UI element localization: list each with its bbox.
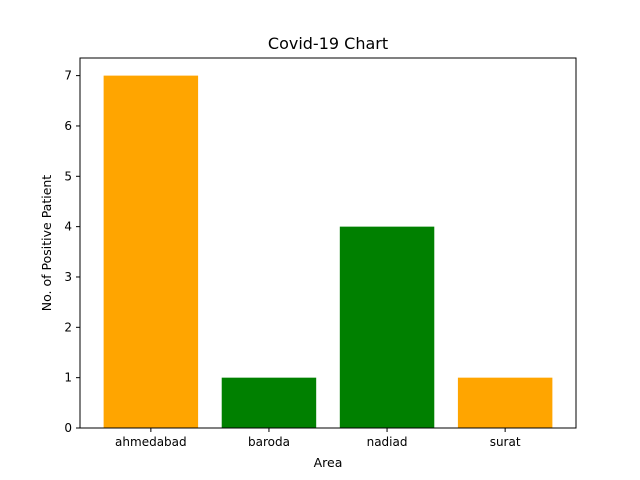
- bar-ahmedabad: [103, 75, 199, 428]
- x-tick-label: baroda: [248, 435, 290, 449]
- x-tick-label: ahmedabad: [115, 435, 187, 449]
- x-axis-label: Area: [314, 455, 343, 470]
- y-tick-label: 4: [64, 220, 72, 234]
- y-tick-label: 0: [64, 421, 72, 435]
- x-tick-label: nadiad: [367, 435, 408, 449]
- chart-title: Covid-19 Chart: [268, 34, 388, 53]
- bar-nadiad: [339, 226, 435, 428]
- y-tick-label: 2: [64, 320, 72, 334]
- x-tick-label: surat: [490, 435, 521, 449]
- y-tick-label: 1: [64, 371, 72, 385]
- y-axis-ticks: 0 1 2 3 4 5 6 7: [64, 69, 80, 435]
- bar-baroda: [221, 377, 317, 428]
- plot-frame: [79, 57, 577, 429]
- y-tick-label: 6: [64, 119, 72, 133]
- y-axis-label: No. of Positive Patient: [39, 175, 54, 312]
- bar-surat: [457, 377, 553, 428]
- y-tick-label: 5: [64, 169, 72, 183]
- bars-group: [103, 75, 553, 428]
- y-tick-label: 7: [64, 69, 72, 83]
- x-axis-ticks: ahmedabad baroda nadiad surat: [115, 428, 521, 449]
- y-tick-label: 3: [64, 270, 72, 284]
